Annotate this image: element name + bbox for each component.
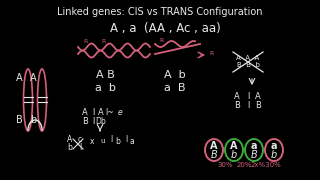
Text: R: R	[84, 39, 88, 44]
Text: e: e	[118, 107, 122, 116]
Text: l: l	[110, 136, 112, 145]
Text: B: B	[251, 150, 257, 160]
Text: A: A	[68, 136, 73, 145]
Text: b: b	[231, 150, 237, 160]
Text: A: A	[82, 107, 88, 116]
Text: R: R	[160, 37, 164, 42]
Text: R: R	[102, 39, 106, 44]
Text: Linked genes: CIS vs TRANS Configuration: Linked genes: CIS vs TRANS Configuration	[57, 7, 263, 17]
Text: B  B  b: B B b	[236, 62, 260, 68]
Text: b: b	[116, 138, 120, 147]
Text: A: A	[98, 107, 104, 116]
Text: A: A	[234, 91, 240, 100]
Text: a: a	[130, 138, 134, 147]
Text: a  b: a b	[95, 83, 116, 93]
Text: l: l	[79, 143, 81, 152]
Text: l: l	[125, 136, 127, 145]
Text: A B: A B	[96, 70, 114, 80]
Text: A: A	[255, 91, 261, 100]
Text: Db: Db	[96, 116, 106, 125]
Text: 30%: 30%	[217, 162, 233, 168]
Text: b: b	[271, 150, 277, 160]
Text: a: a	[251, 141, 257, 151]
Text: A: A	[16, 73, 22, 83]
Text: l: l	[247, 91, 249, 100]
Text: A: A	[30, 73, 36, 83]
Text: u: u	[101, 138, 105, 144]
Text: A , a  (AA , Ac , aa): A , a (AA , Ac , aa)	[110, 22, 220, 35]
Text: A: A	[230, 141, 238, 151]
Text: A: A	[210, 141, 218, 151]
Text: a  B: a B	[164, 83, 186, 93]
Text: a: a	[271, 141, 277, 151]
Text: b: b	[68, 143, 72, 152]
Text: R: R	[209, 51, 213, 55]
Text: c: c	[78, 136, 82, 145]
Text: l~: l~	[106, 107, 114, 116]
Text: b: b	[30, 115, 36, 125]
Text: B: B	[234, 100, 240, 109]
Text: x: x	[90, 138, 94, 147]
Text: l: l	[92, 107, 94, 116]
Text: A  A  A: A A A	[236, 55, 260, 61]
Text: l: l	[247, 100, 249, 109]
Text: l: l	[92, 116, 94, 125]
Text: A  b: A b	[164, 70, 186, 80]
Text: B: B	[16, 115, 22, 125]
Text: B: B	[211, 150, 217, 160]
Text: 2x%30%: 2x%30%	[251, 162, 281, 168]
Text: 20%: 20%	[236, 162, 252, 168]
Text: B: B	[255, 100, 261, 109]
Text: B: B	[82, 116, 88, 125]
